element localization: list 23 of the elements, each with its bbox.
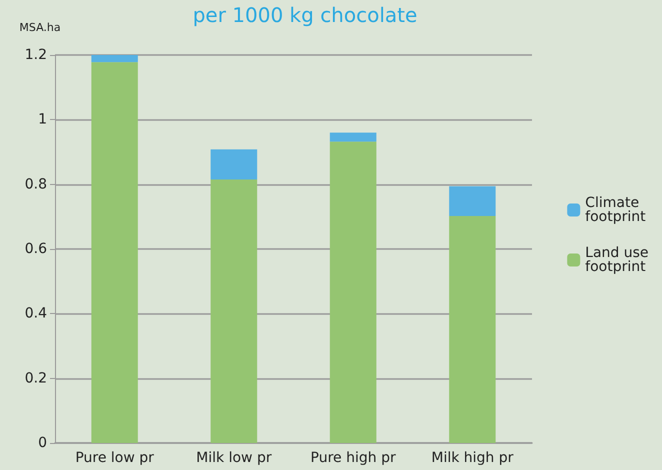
legend-label: Land use footprint: [585, 245, 654, 275]
x-tick-label: Pure low pr: [75, 450, 154, 466]
chart-title: per 1000 kg chocolate: [192, 3, 418, 27]
y-tick-label: 1: [38, 112, 47, 128]
bar: [330, 132, 376, 142]
y-tick-label: 0.6: [24, 241, 48, 257]
bar: [210, 179, 258, 443]
bar: [449, 216, 496, 443]
legend-label: Climate footprint: [585, 195, 646, 225]
x-tick-label: Milk low pr: [196, 450, 272, 466]
y-tick-label: 1.2: [24, 47, 47, 63]
y-tick-label: 0.8: [24, 176, 47, 192]
y-axis-title: MSA.ha: [19, 21, 61, 34]
bar: [330, 142, 376, 443]
bar: [449, 186, 496, 216]
x-tick-label: Milk high pr: [431, 450, 514, 466]
x-tick-label: Pure high pr: [310, 450, 396, 466]
bar: [91, 62, 138, 443]
bar: [91, 55, 138, 62]
bar: [210, 149, 258, 180]
y-tick-label: 0.2: [24, 370, 47, 386]
y-tick-label: 0.4: [24, 306, 48, 322]
y-tick-label: 0: [38, 435, 47, 451]
